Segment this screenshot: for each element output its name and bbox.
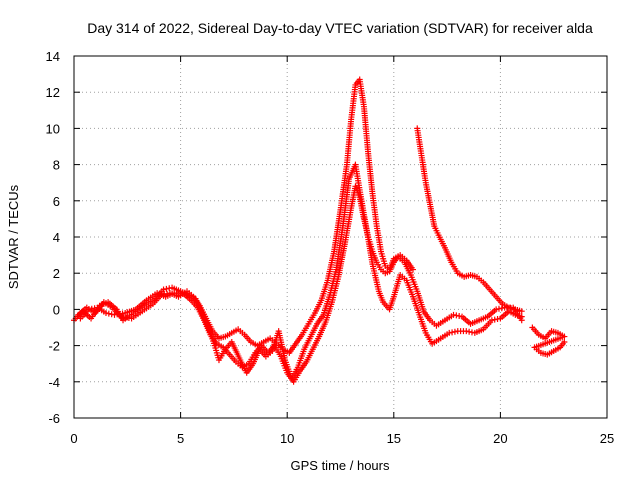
data-point xyxy=(85,306,92,313)
x-tick-label: 10 xyxy=(280,431,294,446)
x-tick-label: 0 xyxy=(70,431,77,446)
x-tick-label: 20 xyxy=(493,431,507,446)
data-point xyxy=(456,313,463,320)
data-point xyxy=(493,306,500,313)
axis-ticks xyxy=(73,55,608,419)
y-tick-label: 4 xyxy=(53,230,60,245)
y-tick-label: 6 xyxy=(53,194,60,209)
y-tick-labels: -6 -4 -2 0 2 4 6 8 10 12 14 xyxy=(46,49,60,426)
data-point xyxy=(102,310,109,317)
data-point xyxy=(491,316,498,323)
data-point xyxy=(453,312,460,319)
y-axis-label: SDTVAR / TECUs xyxy=(6,184,21,289)
data-point xyxy=(450,311,457,318)
y-tick-label: 10 xyxy=(46,121,60,136)
data-point xyxy=(446,329,453,336)
data-point xyxy=(494,316,501,323)
data-point xyxy=(498,305,505,312)
data-points xyxy=(71,76,568,385)
data-point xyxy=(495,305,502,312)
data-point xyxy=(518,317,525,324)
y-tick-label: 2 xyxy=(53,266,60,281)
y-tick-label: -4 xyxy=(48,375,60,390)
data-point xyxy=(91,305,98,312)
data-point xyxy=(409,266,416,273)
data-point xyxy=(466,328,473,335)
x-tick-label: 15 xyxy=(387,431,401,446)
data-point xyxy=(561,338,568,345)
x-axis-label: GPS time / hours xyxy=(291,458,390,473)
y-tick-label: 12 xyxy=(46,85,60,100)
y-tick-label: 0 xyxy=(53,302,60,317)
data-point xyxy=(463,328,470,335)
data-point xyxy=(88,305,95,312)
x-tick-label: 25 xyxy=(600,431,614,446)
y-tick-label: 14 xyxy=(46,49,60,64)
x-tick-labels: 0 5 10 15 20 25 xyxy=(70,431,614,446)
data-point xyxy=(488,317,495,324)
data-point xyxy=(105,310,112,317)
data-point xyxy=(108,311,115,318)
data-point xyxy=(160,286,167,293)
y-tick-label: 8 xyxy=(53,158,60,173)
chart-title: Day 314 of 2022, Sidereal Day-to-day VTE… xyxy=(87,20,593,36)
y-tick-label: -2 xyxy=(48,339,60,354)
data-point xyxy=(518,308,525,315)
x-tick-label: 5 xyxy=(177,431,184,446)
data-point xyxy=(451,328,458,335)
y-tick-label: -6 xyxy=(48,411,60,426)
data-point xyxy=(449,329,456,336)
data-point xyxy=(163,285,170,292)
